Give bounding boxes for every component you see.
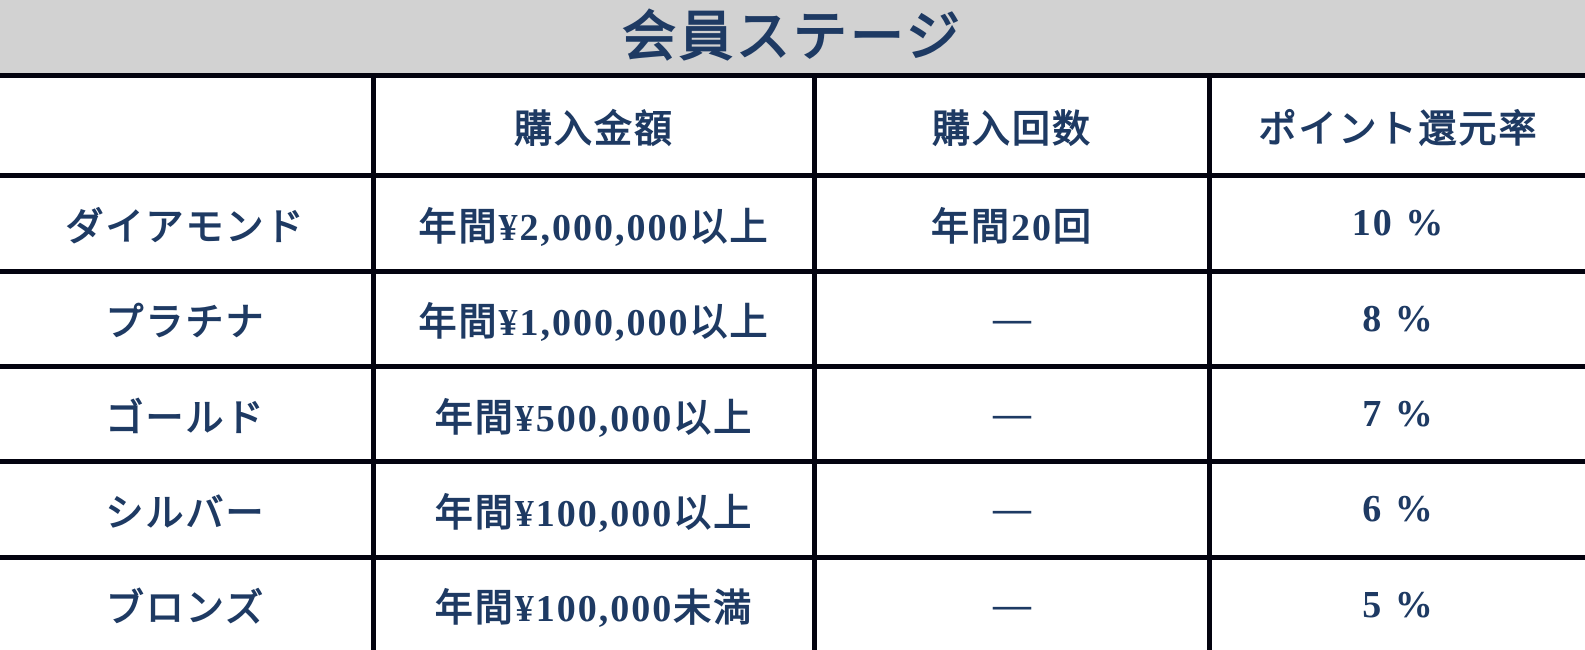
page-title: 会員ステージ — [622, 6, 963, 67]
rate-cell: 8 % — [1207, 268, 1585, 364]
column-header-rate: ポイント還元率 — [1207, 78, 1585, 174]
rate-cell: 6 % — [1207, 459, 1585, 555]
rate-cell: 10 % — [1207, 173, 1585, 269]
rate-cell: 7 % — [1207, 364, 1585, 460]
count-cell: — — [812, 459, 1207, 555]
stage-cell: ゴールド — [0, 364, 371, 460]
count-cell: — — [812, 268, 1207, 364]
amount-cell: 年間¥2,000,000以上 — [371, 173, 812, 269]
stage-cell: ブロンズ — [0, 554, 371, 650]
stage-cell: ダイアモンド — [0, 173, 371, 269]
column-header-stage — [0, 78, 371, 174]
rate-cell: 5 % — [1207, 554, 1585, 650]
count-cell: 年間20回 — [812, 173, 1207, 269]
membership-stage-table: 購入金額 購入回数 ポイント還元率 ダイアモンド 年間¥2,000,000以上 … — [0, 78, 1585, 650]
amount-cell: 年間¥1,000,000以上 — [371, 268, 812, 364]
stage-cell: シルバー — [0, 459, 371, 555]
amount-cell: 年間¥100,000未満 — [371, 554, 812, 650]
stage-cell: プラチナ — [0, 268, 371, 364]
amount-cell: 年間¥100,000以上 — [371, 459, 812, 555]
column-header-count: 購入回数 — [812, 78, 1207, 174]
count-cell: — — [812, 554, 1207, 650]
amount-cell: 年間¥500,000以上 — [371, 364, 812, 460]
column-header-amount: 購入金額 — [371, 78, 812, 174]
count-cell: — — [812, 364, 1207, 460]
table-title-band: 会員ステージ — [0, 0, 1585, 78]
